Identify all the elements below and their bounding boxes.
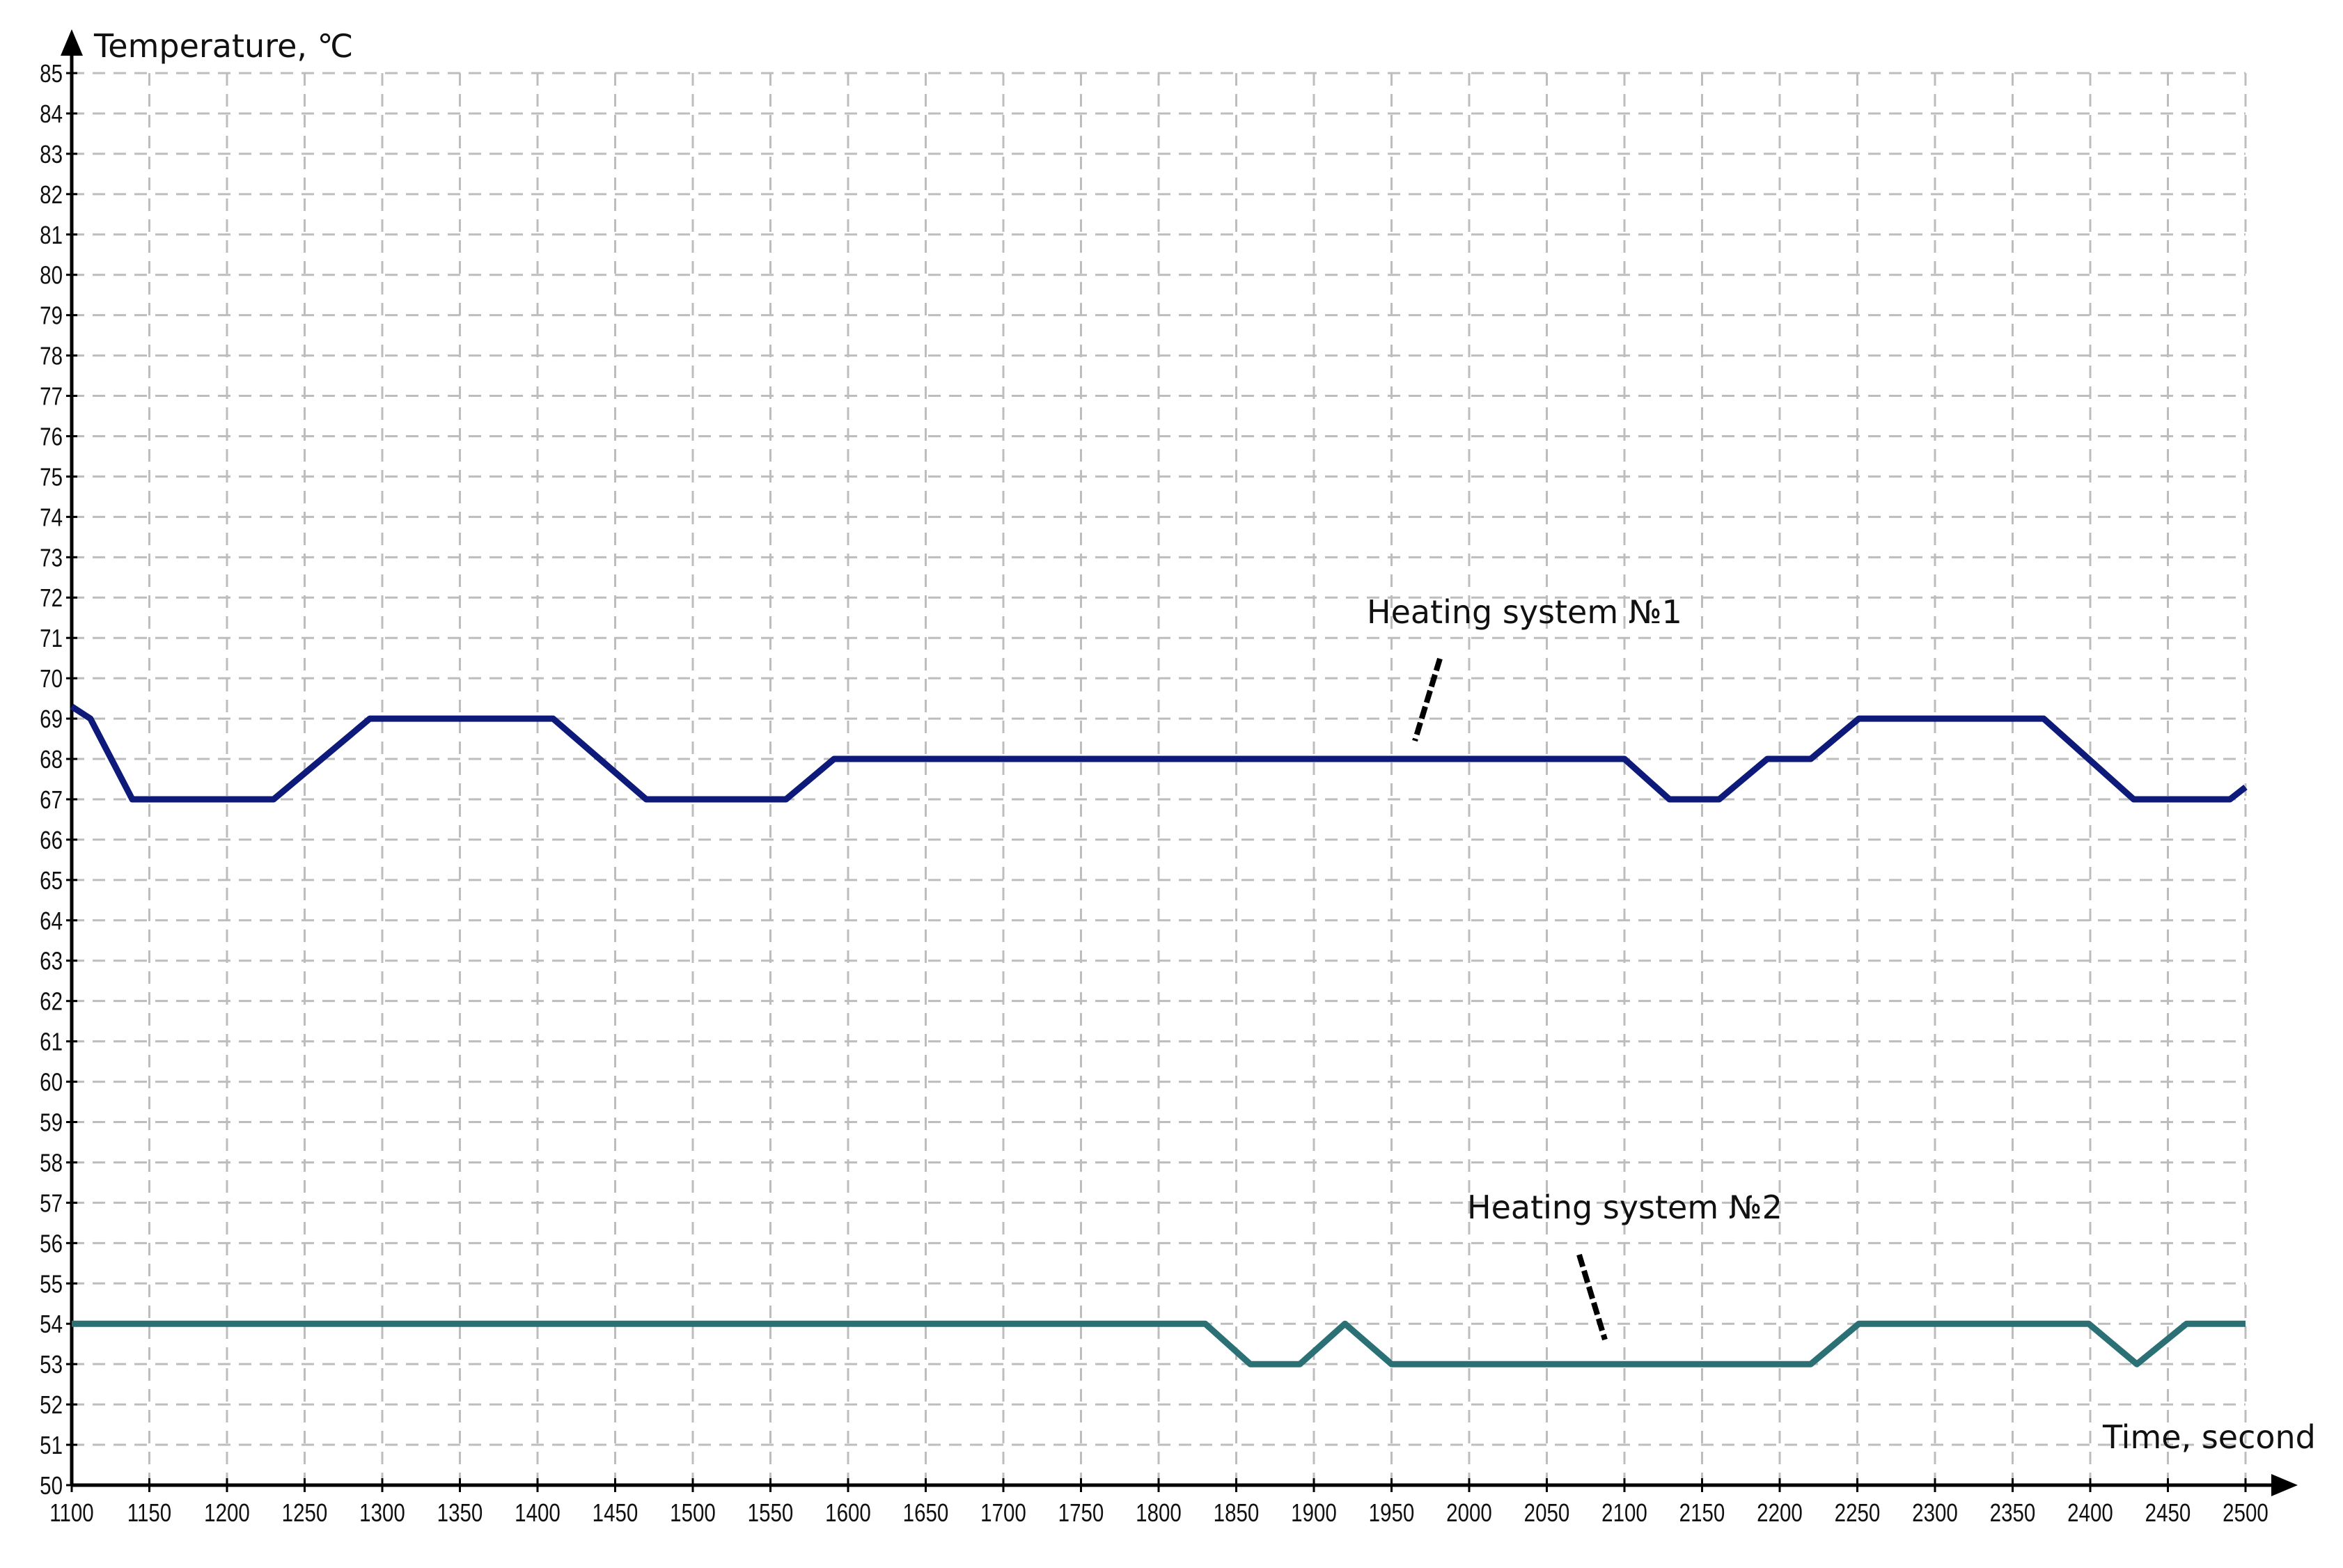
x-tick-label: 2000 — [1446, 1498, 1492, 1526]
x-tick-label: 1150 — [127, 1498, 171, 1526]
y-tick-label: 66 — [40, 826, 63, 854]
y-tick-label: 62 — [40, 987, 63, 1015]
x-axis-arrow-icon — [2271, 1474, 2298, 1496]
x-tick-label: 2050 — [1524, 1498, 1570, 1526]
x-tick-label: 2150 — [1679, 1498, 1725, 1526]
y-tick-label: 73 — [40, 544, 63, 572]
y-tick-label: 50 — [40, 1471, 63, 1499]
x-tick-label: 1950 — [1369, 1498, 1415, 1526]
x-tick-label: 1300 — [359, 1498, 405, 1526]
y-tick-label: 78 — [40, 342, 63, 370]
y-tick-label: 60 — [40, 1068, 63, 1096]
grid — [72, 72, 2247, 1485]
annotation-leader-1 — [1412, 657, 1443, 742]
y-tick-label: 77 — [40, 382, 63, 410]
y-tick-label: 57 — [40, 1189, 63, 1217]
y-tick-label: 55 — [40, 1269, 63, 1297]
x-tick-label: 1500 — [670, 1498, 716, 1526]
x-tick-label: 1250 — [282, 1498, 328, 1526]
x-axis-label: Time, second — [2102, 1418, 2316, 1456]
x-tick-label: 1800 — [1136, 1498, 1182, 1526]
x-tick-label: 1550 — [748, 1498, 794, 1526]
y-tick-label: 61 — [40, 1028, 63, 1056]
x-tick-label: 1100 — [49, 1498, 93, 1526]
x-tick-label: 2100 — [1601, 1498, 1647, 1526]
y-tick-label: 76 — [40, 423, 63, 450]
axes — [61, 29, 2298, 1496]
y-tick-label: 80 — [40, 261, 63, 289]
x-tick-label: 1650 — [903, 1498, 949, 1526]
y-tick-label: 81 — [40, 221, 63, 249]
y-tick-label: 53 — [40, 1350, 63, 1378]
x-tick-label: 2350 — [1990, 1498, 2036, 1526]
y-tick-label: 79 — [40, 301, 63, 329]
series-line-heating-system-2 — [72, 1320, 2246, 1367]
annotation-heating-system-2: Heating system №2 — [1467, 1189, 1782, 1226]
y-axis-arrow-icon — [61, 29, 83, 56]
y-tick-label: 59 — [40, 1108, 63, 1136]
x-tick-label: 2300 — [1912, 1498, 1958, 1526]
y-tick-label: 69 — [40, 705, 63, 732]
y-tick-label: 71 — [40, 624, 63, 652]
x-tick-label: 2250 — [1835, 1498, 1881, 1526]
y-axis-label: Temperature, ℃ — [93, 27, 353, 65]
y-tick-label: 85 — [40, 59, 63, 87]
y-tick-label: 58 — [40, 1149, 63, 1177]
x-tick-label: 1900 — [1291, 1498, 1337, 1526]
series-line-heating-system-1 — [70, 703, 2248, 803]
series-lines — [70, 703, 2248, 1367]
x-tick-label: 1350 — [437, 1498, 483, 1526]
tick-labels: 1100 1150 1200 1250 1300 1350 1400 1450 1500 1550… — [40, 59, 2268, 1526]
x-tick-label: 2450 — [2145, 1498, 2191, 1526]
y-tick-label: 82 — [40, 180, 63, 208]
annotation-heating-system-1: Heating system №1 — [1367, 593, 1682, 631]
x-tick-label: 1450 — [593, 1498, 638, 1526]
x-tick-label: 2400 — [2067, 1498, 2113, 1526]
y-tick-label: 54 — [40, 1310, 63, 1338]
x-tick-label: 1200 — [204, 1498, 250, 1526]
y-tick-label: 75 — [40, 463, 63, 491]
x-tick-label: 1600 — [825, 1498, 871, 1526]
x-tick-label: 1750 — [1058, 1498, 1104, 1526]
y-tick-label: 65 — [40, 866, 63, 894]
annotation-leader-2 — [1576, 1253, 1608, 1341]
y-tick-label: 51 — [40, 1431, 63, 1459]
x-tick-label: 1700 — [980, 1498, 1026, 1526]
y-tick-label: 56 — [40, 1230, 63, 1257]
y-tick-label: 72 — [40, 583, 63, 611]
y-tick-label: 64 — [40, 907, 63, 934]
y-tick-label: 52 — [40, 1390, 63, 1418]
x-tick-label: 2500 — [2223, 1498, 2268, 1526]
y-tick-label: 83 — [40, 140, 63, 168]
y-tick-label: 63 — [40, 947, 63, 975]
y-tick-label: 67 — [40, 785, 63, 813]
y-tick-label: 84 — [40, 100, 63, 127]
x-tick-label: 2200 — [1757, 1498, 1803, 1526]
y-tick-label: 70 — [40, 664, 63, 692]
x-tick-label: 1400 — [515, 1498, 561, 1526]
y-tick-label: 68 — [40, 745, 63, 773]
x-tick-label: 1850 — [1214, 1498, 1260, 1526]
y-tick-label: 74 — [40, 503, 63, 531]
